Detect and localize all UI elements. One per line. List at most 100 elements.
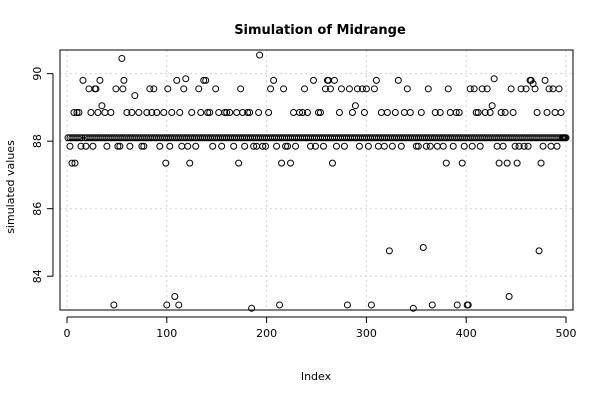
data-point bbox=[103, 142, 111, 150]
data-point bbox=[330, 76, 338, 84]
data-point bbox=[166, 142, 174, 150]
data-point bbox=[353, 85, 361, 93]
data-point bbox=[439, 142, 447, 150]
data-point bbox=[452, 108, 460, 116]
data-point bbox=[458, 159, 466, 167]
data-point bbox=[537, 159, 545, 167]
data-point bbox=[403, 85, 411, 93]
data-point bbox=[474, 108, 482, 116]
data-point bbox=[248, 304, 256, 312]
data-point bbox=[153, 108, 161, 116]
data-point bbox=[218, 142, 226, 150]
data-point bbox=[192, 142, 200, 150]
data-point bbox=[175, 301, 183, 309]
data-point bbox=[464, 301, 472, 309]
x-tick-label: 0 bbox=[63, 327, 70, 340]
x-tick-label: 300 bbox=[356, 327, 377, 340]
data-point bbox=[551, 108, 559, 116]
data-point bbox=[364, 142, 372, 150]
data-point bbox=[171, 292, 179, 300]
data-point bbox=[292, 142, 300, 150]
data-point bbox=[265, 108, 273, 116]
data-point bbox=[444, 85, 452, 93]
data-point bbox=[383, 108, 391, 116]
data-point bbox=[156, 142, 164, 150]
data-point bbox=[549, 85, 557, 93]
data-point bbox=[94, 108, 102, 116]
data-point bbox=[239, 108, 247, 116]
data-point bbox=[433, 142, 441, 150]
data-point bbox=[442, 159, 450, 167]
data-point bbox=[112, 85, 120, 93]
data-point bbox=[509, 108, 517, 116]
grid bbox=[60, 50, 573, 310]
data-point bbox=[374, 142, 382, 150]
data-point bbox=[348, 108, 356, 116]
data-point bbox=[470, 85, 478, 93]
data-point bbox=[168, 108, 176, 116]
data-point bbox=[545, 85, 553, 93]
data-point bbox=[140, 142, 148, 150]
data-point bbox=[284, 142, 292, 150]
x-axis-label: Index bbox=[301, 370, 332, 383]
data-point bbox=[547, 142, 555, 150]
data-point bbox=[335, 108, 343, 116]
data-point bbox=[380, 142, 388, 150]
data-point bbox=[343, 301, 351, 309]
data-point bbox=[406, 108, 414, 116]
data-point bbox=[107, 108, 115, 116]
data-point bbox=[340, 142, 348, 150]
data-point bbox=[66, 142, 74, 150]
data-point bbox=[351, 102, 359, 110]
data-point bbox=[163, 301, 171, 309]
data-point bbox=[561, 134, 569, 142]
data-point bbox=[89, 142, 97, 150]
data-point bbox=[468, 142, 476, 150]
data-point bbox=[472, 108, 480, 116]
data-point bbox=[345, 85, 353, 93]
data-point bbox=[377, 108, 385, 116]
data-point bbox=[520, 142, 528, 150]
data-point bbox=[476, 142, 484, 150]
data-point bbox=[206, 108, 214, 116]
data-point bbox=[400, 108, 408, 116]
data-point bbox=[178, 142, 186, 150]
data-point bbox=[531, 85, 539, 93]
plot-frame bbox=[59, 49, 574, 311]
data-point bbox=[76, 134, 84, 142]
data-point bbox=[241, 142, 249, 150]
data-point bbox=[126, 142, 134, 150]
data-point bbox=[367, 301, 375, 309]
data-point bbox=[96, 76, 104, 84]
data-point bbox=[524, 142, 532, 150]
data-point bbox=[326, 85, 334, 93]
data-point bbox=[511, 142, 519, 150]
data-point bbox=[559, 134, 567, 142]
data-point bbox=[397, 142, 405, 150]
data-point bbox=[123, 108, 131, 116]
data-point bbox=[116, 142, 124, 150]
data-point bbox=[394, 76, 402, 84]
data-point bbox=[431, 108, 439, 116]
data-point bbox=[436, 108, 444, 116]
data-point bbox=[114, 142, 122, 150]
data-point bbox=[424, 85, 432, 93]
data-point bbox=[77, 142, 85, 150]
data-point bbox=[301, 85, 309, 93]
data-point bbox=[358, 85, 366, 93]
data-point bbox=[543, 108, 551, 116]
data-point bbox=[409, 304, 417, 312]
data-point bbox=[388, 142, 396, 150]
data-point bbox=[71, 159, 79, 167]
data-point bbox=[70, 108, 78, 116]
y-tick-label: 86 bbox=[31, 202, 44, 216]
data-point bbox=[419, 244, 427, 252]
data-point bbox=[250, 142, 258, 150]
data-point bbox=[176, 108, 184, 116]
data-point bbox=[515, 142, 523, 150]
data-point bbox=[246, 108, 254, 116]
data-point bbox=[426, 142, 434, 150]
data-point bbox=[120, 76, 128, 84]
data-point bbox=[362, 85, 370, 93]
data-point bbox=[495, 159, 503, 167]
